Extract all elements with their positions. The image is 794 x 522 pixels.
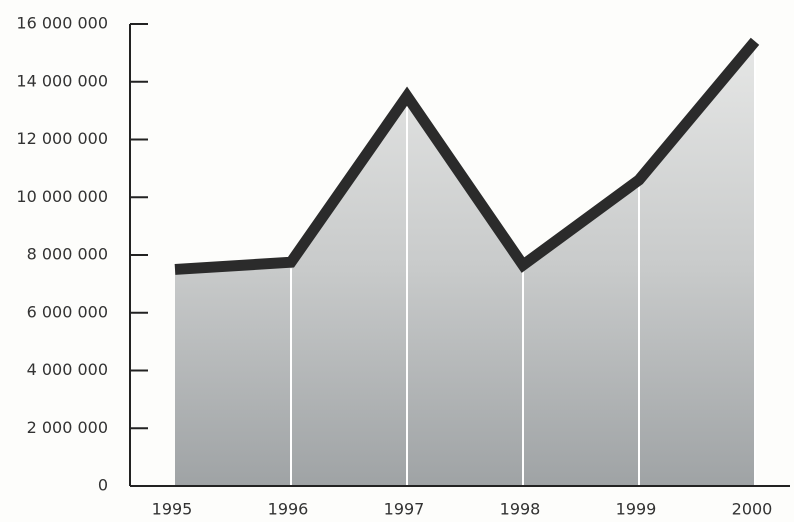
y-tick-label: 12 000 000 — [16, 129, 108, 148]
x-tick-label: 1996 — [268, 500, 309, 519]
y-tick-label: 8 000 000 — [27, 245, 108, 264]
y-tick-label: 14 000 000 — [16, 71, 108, 90]
y-tick-label: 0 — [98, 476, 108, 495]
x-tick-label: 1999 — [616, 500, 657, 519]
y-tick-label: 10 000 000 — [16, 187, 108, 206]
x-tick-label: 1998 — [500, 500, 541, 519]
x-tick-label: 1995 — [152, 500, 193, 519]
y-tick-label: 6 000 000 — [27, 302, 108, 321]
y-tick-label: 4 000 000 — [27, 360, 108, 379]
chart: 0 2 000 000 4 000 000 6 000 000 8 000 000 10 … — [0, 0, 794, 522]
y-tick-label: 16 000 000 — [16, 14, 108, 33]
x-tick-label: 2000 — [732, 500, 773, 519]
page: 0 2 000 000 4 000 000 6 000 000 8 000 000 10 … — [0, 0, 794, 522]
y-tick-label: 2 000 000 — [27, 418, 108, 437]
x-tick-label: 1997 — [384, 500, 425, 519]
